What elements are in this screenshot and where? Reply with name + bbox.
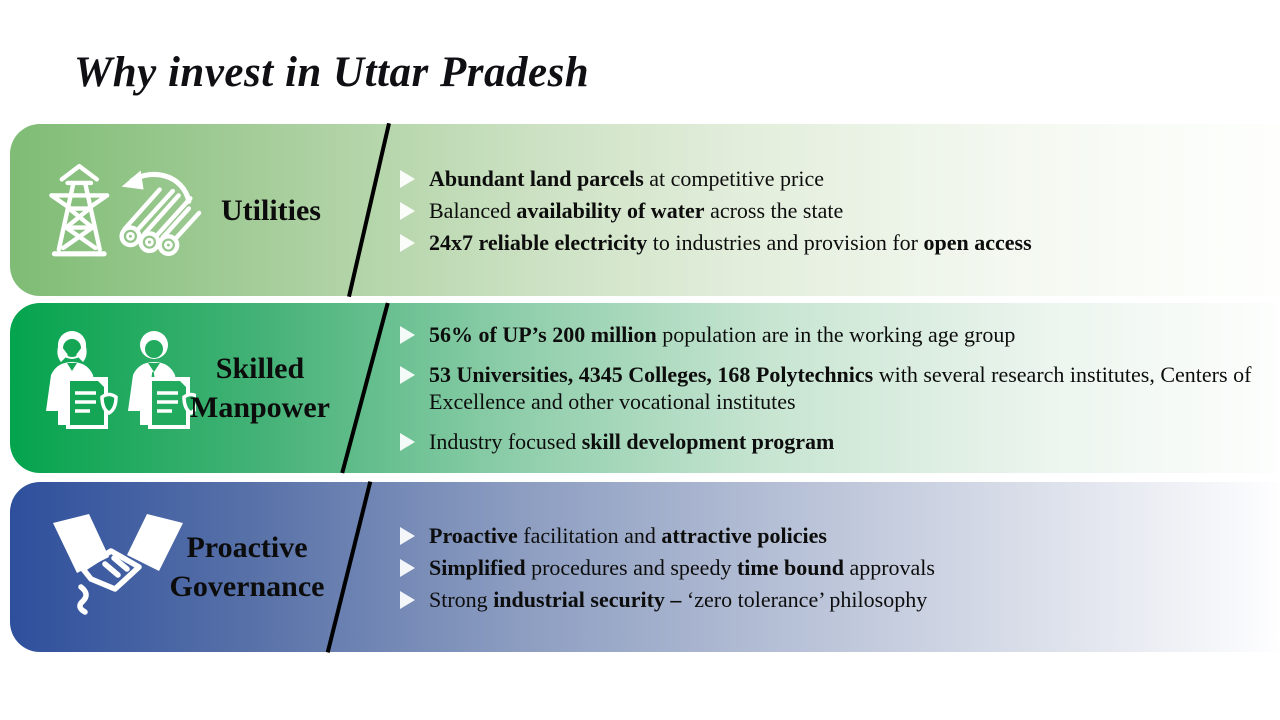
bullet-text: Industry focused skill development progr… xyxy=(429,429,835,454)
band-label-skilled-manpower: Skilled Manpower xyxy=(190,352,330,424)
bullet-text: Balanced availability of water across th… xyxy=(429,197,844,223)
bullet-text: 53 Universities, 4345 Colleges, 168 Poly… xyxy=(429,362,1252,414)
two-people-with-documents-icon xyxy=(32,303,204,473)
bullet-item: Simplified procedures and speedy time bo… xyxy=(400,554,1262,581)
power-tower-and-pipes-icon xyxy=(32,124,204,296)
bullet-text: Proactive facilitation and attractive po… xyxy=(429,522,827,548)
bullet-triangle-icon xyxy=(400,366,415,384)
page-title: Why invest in Uttar Pradesh xyxy=(74,49,590,96)
handshake-icon xyxy=(32,482,204,652)
bullet-text: 24x7 reliable electricity to industries … xyxy=(429,229,1032,255)
band-utilities: Utilities Abundant land parcels at compe… xyxy=(10,122,1280,298)
bullet-triangle-icon xyxy=(400,558,415,577)
bullet-list-utilities: Abundant land parcels at competitive pri… xyxy=(400,124,1262,296)
bullet-item: 53 Universities, 4345 Colleges, 168 Poly… xyxy=(400,361,1262,415)
bullet-item: Balanced availability of water across th… xyxy=(400,197,1262,224)
bullet-triangle-icon xyxy=(400,169,415,188)
bullet-item: Abundant land parcels at competitive pri… xyxy=(400,165,1262,192)
bullet-text: 56% of UP’s 200 million population are i… xyxy=(429,322,1016,347)
bullet-triangle-icon xyxy=(400,233,415,252)
band-skilled-manpower: Skilled Manpower 56% of UP’s 200 million… xyxy=(10,302,1280,474)
bullet-item: 24x7 reliable electricity to industries … xyxy=(400,229,1262,256)
diagonal-divider xyxy=(340,302,390,474)
band-proactive-governance: Proactive Governance Proactive facilitat… xyxy=(10,481,1280,653)
band-label-proactive-governance: Proactive Governance xyxy=(169,531,325,603)
diagonal-divider xyxy=(347,122,391,298)
bullet-text: Strong industrial security – ‘zero toler… xyxy=(429,586,928,612)
bullet-item: 56% of UP’s 200 million population are i… xyxy=(400,321,1262,348)
bullet-item: Industry focused skill development progr… xyxy=(400,428,1262,455)
bullet-text: Simplified procedures and speedy time bo… xyxy=(429,554,935,580)
bullet-triangle-icon xyxy=(400,201,415,220)
bullet-item: Strong industrial security – ‘zero toler… xyxy=(400,586,1262,613)
bullet-triangle-icon xyxy=(400,326,415,344)
bullet-triangle-icon xyxy=(400,433,415,451)
diagonal-divider xyxy=(325,481,373,653)
bullet-triangle-icon xyxy=(400,526,415,545)
bullet-list-proactive-governance: Proactive facilitation and attractive po… xyxy=(400,482,1262,652)
bullet-item: Proactive facilitation and attractive po… xyxy=(400,522,1262,549)
band-label-utilities: Utilities xyxy=(221,193,321,227)
bullet-triangle-icon xyxy=(400,590,415,609)
bullet-text: Abundant land parcels at competitive pri… xyxy=(429,165,824,191)
bullet-list-skilled-manpower: 56% of UP’s 200 million population are i… xyxy=(400,303,1262,473)
